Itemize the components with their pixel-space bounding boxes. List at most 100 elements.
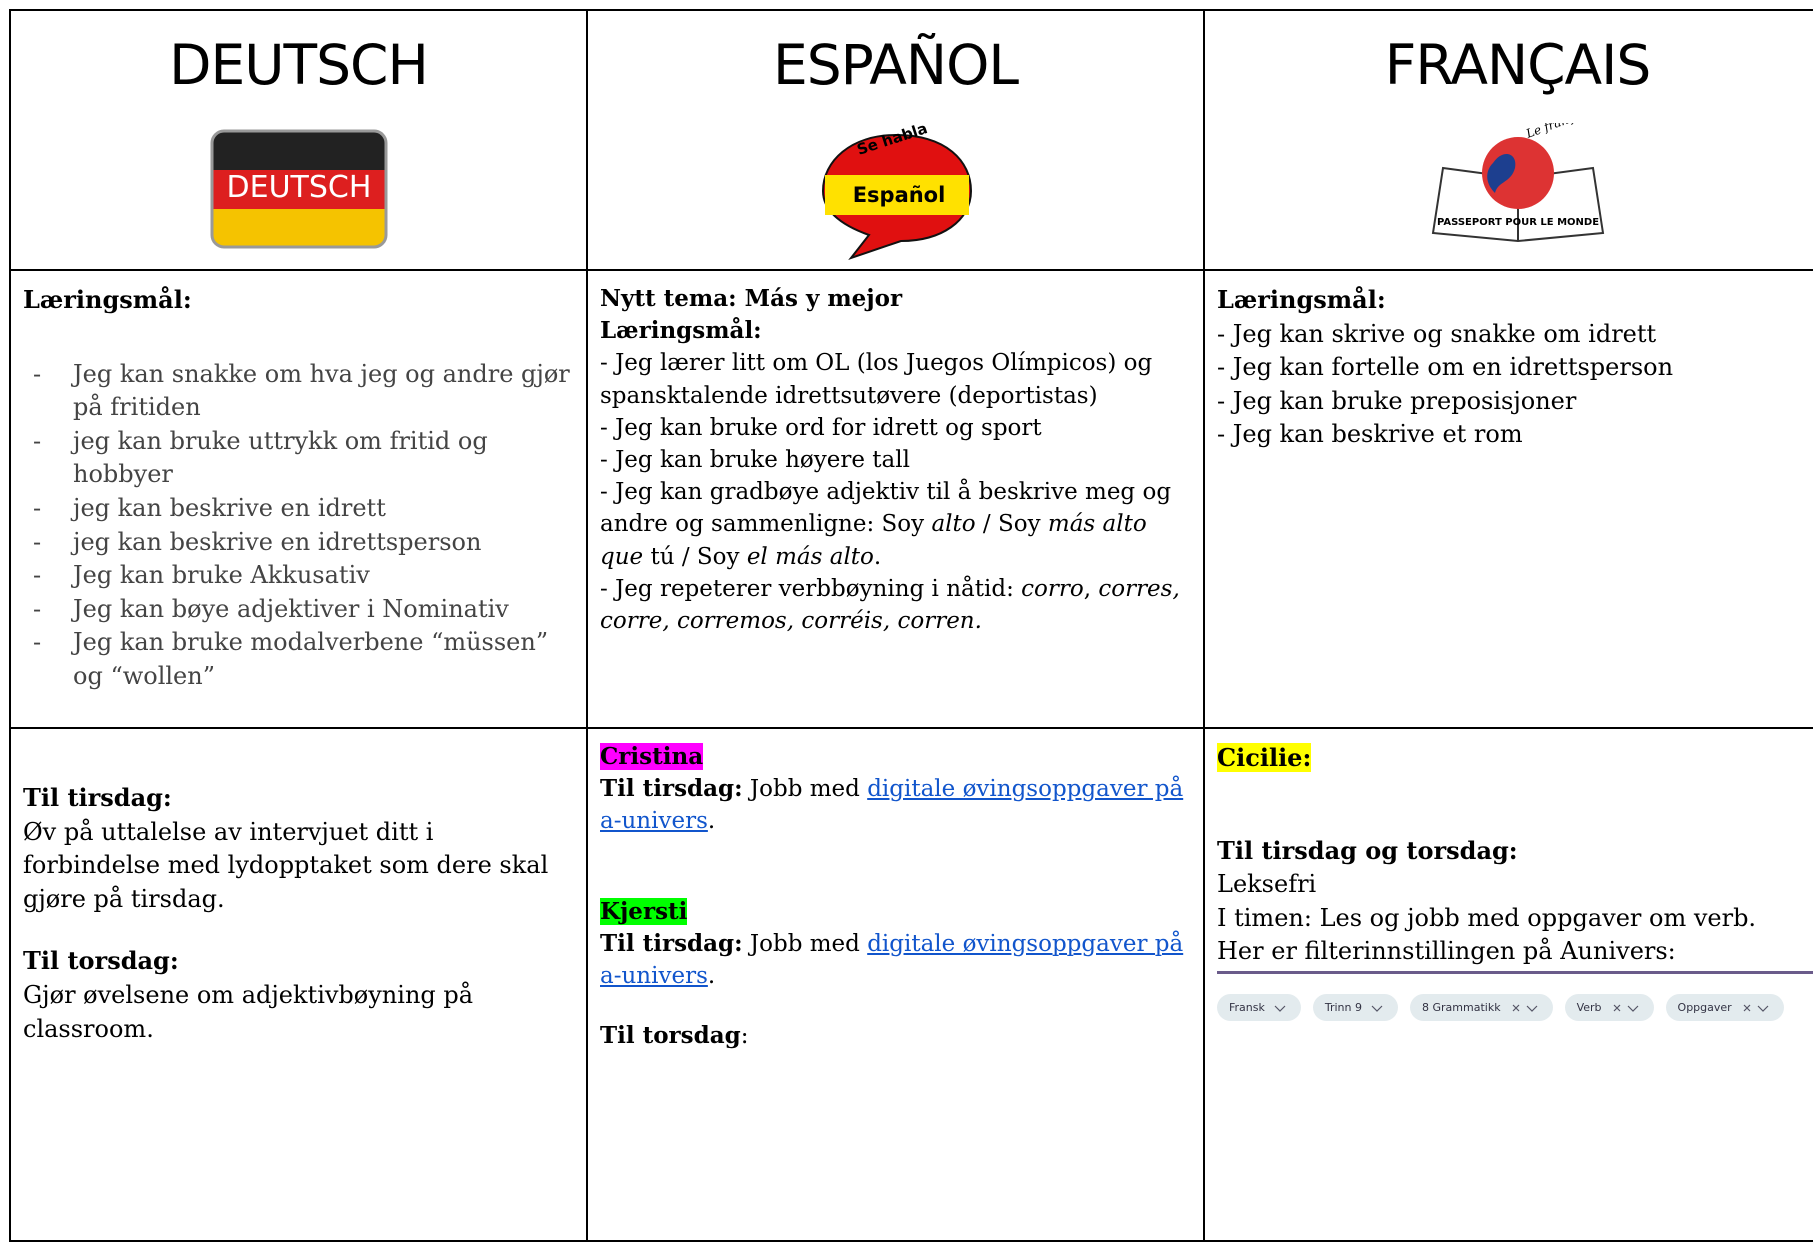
paragraph: - Jeg kan gradbøye adjektiv til å beskri… (600, 476, 1191, 573)
logo-image: DEUTSCH (210, 129, 387, 249)
paragraph: Til tirsdag og torsdag: (1217, 834, 1813, 869)
dropdown-icon (1757, 1005, 1769, 1012)
text-run: - Jeg kan skrive og snakke om idrett (1217, 319, 1657, 348)
clear-icon (1613, 1004, 1620, 1012)
homework-text: Cicilie: Til tirsdag og torsdag: Leksefri I… (1205, 729, 1813, 1033)
paragraph: Øv på uttalelse av intervjuet ditt i for… (23, 816, 574, 917)
text-run: . (707, 808, 716, 835)
logo-shape (1486, 153, 1515, 193)
text-run: - Jeg repeterer verbbøyning i nåtid: (600, 575, 1022, 602)
chip-icons (1743, 1004, 1769, 1012)
goal-text: jeg kan bruke uttrykk om fritid og hobby… (73, 426, 488, 489)
filter-chip[interactable]: Trinn 9 (1312, 993, 1398, 1022)
goal-text: Jeg kan bruke Akkusativ (73, 561, 370, 590)
paragraph: Cristina (600, 741, 1191, 773)
goal-text: jeg kan beskrive en idrett (73, 493, 386, 522)
paragraph: Til tirsdag: Jobb med digitale øvingsopp… (600, 773, 1191, 837)
goal-list: - Jeg kan snakke om hva jeg og andre gjør… (23, 358, 574, 694)
text-run: - Jeg kan bruke høyere tall (600, 446, 910, 473)
homework-cell: Til tirsdag: Øv på uttalelse av intervjue… (9, 727, 588, 1242)
text-run: el más alto (746, 543, 874, 570)
goal-item: - Jeg kan bruke modalverbene “müssen” og … (23, 626, 574, 693)
paragraph: - Jeg kan bruke preposisjoner (1217, 385, 1813, 419)
paragraph: Nytt tema: Más y mejor (600, 283, 1191, 315)
paragraph: Leksefri (1217, 868, 1813, 902)
text-run: Her er filterinnstillingen på Aunivers: (1217, 937, 1676, 966)
text-run: Til torsdag (600, 1022, 741, 1050)
filter-chips: Fransk Trinn 9 8 Grammatikk Verb Oppgaver (1217, 993, 1813, 1022)
text-run: / Soy (975, 511, 1048, 538)
text-run: Læringsmål: (600, 317, 762, 345)
paragraph: Kjersti (600, 896, 1191, 928)
goals-text: Læringsmål: - Jeg kan snakke om hva jeg og… (11, 271, 586, 706)
text-run: Jobb med (742, 776, 868, 803)
filter-chip[interactable]: Oppgaver (1665, 993, 1784, 1022)
logo-shape (1481, 137, 1554, 209)
paragraph: I timen: Les og jobb med oppgaver om ver… (1217, 902, 1813, 936)
paragraph: - Jeg lærer litt om OL (los Juegos Olímp… (600, 347, 1191, 411)
text-run: - Jeg kan bruke preposisjoner (1217, 386, 1577, 415)
chip-icons (1613, 1004, 1638, 1012)
goal-text: Jeg kan snakke om hva jeg og andre gjør … (73, 359, 570, 422)
bullet: - (33, 628, 42, 657)
paragraph: - Jeg kan fortelle om en idrettsperson (1217, 351, 1813, 385)
goal-text: Jeg kan bruke modalverbene “müssen” og “… (73, 628, 549, 690)
logo: DEUTSCH (204, 123, 394, 257)
logo: Se habla Español (811, 119, 981, 267)
chip-icons (1274, 1005, 1286, 1012)
logo: Le français PASSEPORT POUR LE MONDE (1423, 104, 1613, 257)
clear-icon (1512, 1004, 1520, 1012)
chip-icons (1371, 1005, 1383, 1012)
logo-shape (211, 170, 386, 209)
text-run: Til tirsdag: (23, 783, 172, 812)
chip-icons (1512, 1004, 1538, 1012)
text-run: - Jeg kan fortelle om en idrettsperson (1217, 353, 1674, 382)
goal-item: - jeg kan bruke uttrykk om fritid og hobb… (23, 425, 574, 492)
header-cell: DEUTSCH DEUTSCH (9, 9, 588, 271)
filter-chip[interactable]: Fransk (1217, 993, 1301, 1022)
bullet: - (33, 493, 42, 522)
paragraph: - Jeg kan bruke ord for idrett og sport (600, 412, 1191, 444)
text-run: Til tirsdag og torsdag: (1217, 835, 1518, 865)
goals-text: Nytt tema: Más y mejor Læringsmål: - Jeg l… (588, 271, 1203, 649)
text-run: - Jeg lærer litt om OL (los Juegos Olímp… (600, 350, 1153, 409)
dropdown-icon (1526, 1005, 1538, 1012)
link[interactable]: digitale øvingsoppgaver på a-univers (600, 776, 1184, 835)
text-run: Læringsmål: (23, 285, 192, 314)
text-run: Kjersti (600, 897, 688, 925)
paragraph: Til tirsdag: Jobb med digitale øvingsopp… (600, 928, 1191, 992)
filter-chip[interactable]: Verb (1564, 993, 1654, 1022)
paragraph: Her er filterinnstillingen på Aunivers: (1217, 935, 1813, 969)
logo-text: Español (852, 183, 945, 207)
text-run: Til tirsdag: (600, 775, 743, 803)
goal-item: - jeg kan beskrive en idrett (23, 492, 574, 526)
text-run: más alto que (600, 511, 1147, 570)
dropdown-icon (1371, 1005, 1383, 1012)
logo-image: Le français PASSEPORT POUR LE MONDE (1431, 104, 1604, 243)
chip-label: Trinn 9 (1324, 1000, 1362, 1014)
paragraph: - Jeg repeterer verbbøyning i nåtid: cor… (600, 573, 1191, 637)
filter-chip[interactable]: 8 Grammatikk (1410, 993, 1553, 1022)
text-run: Leksefri (1217, 870, 1317, 899)
link[interactable]: digitale øvingsoppgaver på a-univers (600, 930, 1184, 989)
logo-shape (211, 209, 386, 225)
language-title: ESPAÑOL (772, 33, 1019, 97)
paragraph: - Jeg kan bruke høyere tall (600, 444, 1191, 476)
text-run: Gjør øvelsene om adjektivbøyning på clas… (23, 980, 474, 1043)
paragraph: Til torsdag: (23, 944, 574, 979)
language-title: DEUTSCH (169, 33, 429, 97)
bullet: - (33, 594, 42, 623)
homework-text: Til tirsdag: Øv på uttalelse av intervjue… (11, 729, 586, 1058)
language-title: FRANÇAIS (1384, 33, 1652, 97)
logo-text: DEUTSCH (226, 170, 371, 205)
goal-text: jeg kan beskrive en idrettsperson (73, 527, 482, 556)
text-run: Cicilie: (1217, 743, 1312, 772)
bullet: - (33, 426, 42, 455)
logo-text: Le français (1523, 123, 1592, 141)
homework-cell: Cicilie: Til tirsdag og torsdag: Leksefri I… (1203, 727, 1813, 1242)
text-run: Jobb med (742, 930, 868, 957)
paragraph: - Jeg kan skrive og snakke om idrett (1217, 318, 1813, 352)
paragraph: - Jeg kan beskrive et rom (1217, 418, 1813, 452)
text-run: - Jeg kan gradbøye adjektiv til å beskri… (600, 479, 1172, 538)
